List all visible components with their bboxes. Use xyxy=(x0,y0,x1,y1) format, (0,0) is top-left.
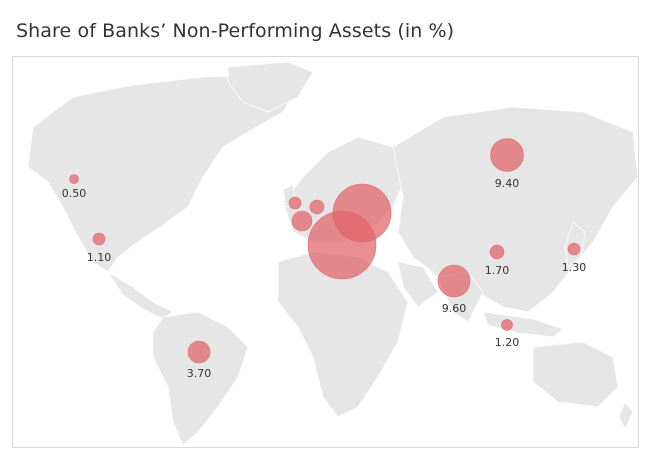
bubble-canada[interactable] xyxy=(69,174,79,184)
land-central-america xyxy=(107,271,174,320)
value-label-united-states: 1.10 xyxy=(87,251,112,264)
bubble-united-kingdom[interactable] xyxy=(288,196,302,210)
value-label-china: 1.70 xyxy=(485,264,510,277)
land-layer xyxy=(27,61,638,446)
world-map[interactable]: 0.50 1.10 3.70 9.40 9.60 1.70 1.30 1.20 xyxy=(13,57,638,447)
bubble-china[interactable] xyxy=(489,244,505,260)
bubble-ukraine[interactable] xyxy=(332,183,392,243)
bubble-brazil[interactable] xyxy=(187,340,211,364)
bubble-france[interactable] xyxy=(291,210,313,232)
bubble-layer xyxy=(69,138,581,364)
map-frame[interactable]: 0.50 1.10 3.70 9.40 9.60 1.70 1.30 1.20 xyxy=(12,56,639,448)
value-label-russia: 9.40 xyxy=(495,177,520,190)
bubble-india[interactable] xyxy=(437,264,471,298)
land-new-zealand xyxy=(618,401,634,430)
value-label-brazil: 3.70 xyxy=(187,367,212,380)
bubble-indonesia[interactable] xyxy=(501,319,513,331)
value-label-canada: 0.50 xyxy=(62,187,87,200)
bubble-japan[interactable] xyxy=(567,242,581,256)
land-indonesia xyxy=(482,311,564,338)
land-south-america xyxy=(152,311,249,446)
chart-title: Share of Banks’ Non-Performing Assets (i… xyxy=(16,20,455,42)
bubble-russia[interactable] xyxy=(490,138,524,172)
land-north-america xyxy=(27,74,299,273)
bubble-germany[interactable] xyxy=(309,199,325,215)
land-australia xyxy=(532,341,619,408)
value-label-indonesia: 1.20 xyxy=(495,336,520,349)
bubble-united-states[interactable] xyxy=(92,232,106,246)
value-label-india: 9.60 xyxy=(442,302,467,315)
label-layer: 0.50 1.10 3.70 9.40 9.60 1.70 1.30 1.20 xyxy=(62,177,587,380)
value-label-japan: 1.30 xyxy=(562,261,587,274)
land-greenland xyxy=(227,61,314,113)
land-arabia xyxy=(397,261,439,308)
